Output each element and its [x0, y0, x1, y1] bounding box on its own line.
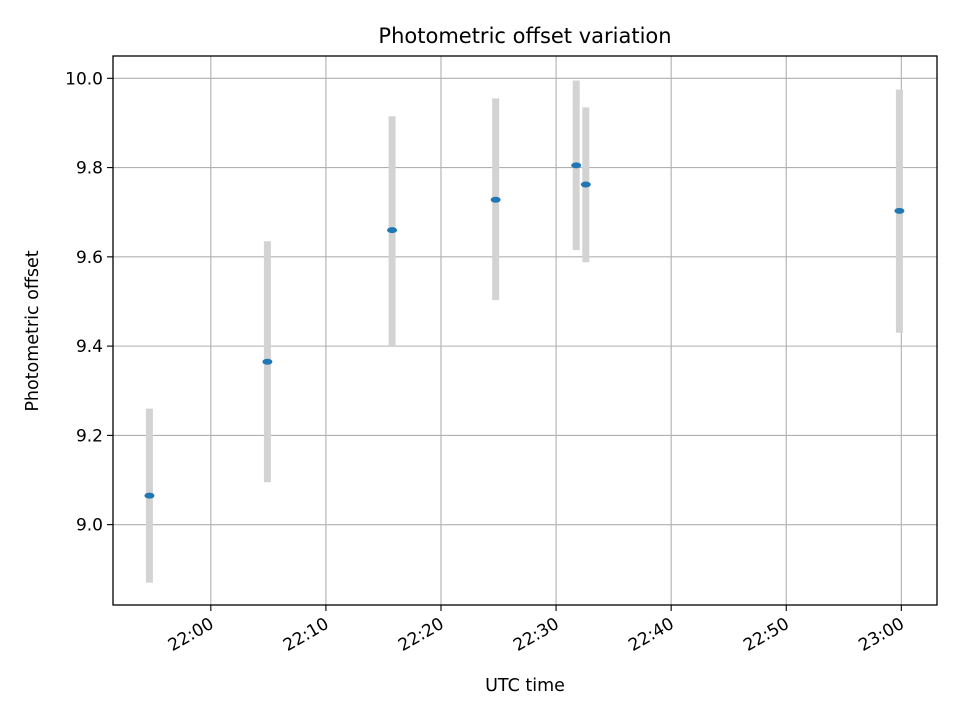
- chart-title: Photometric offset variation: [378, 24, 671, 48]
- grid: [113, 56, 937, 605]
- data-point: [387, 227, 398, 234]
- y-tick-label: 9.0: [76, 516, 103, 536]
- data-points: [144, 162, 905, 499]
- data-point: [262, 358, 273, 365]
- y-tick-label: 9.2: [76, 426, 103, 446]
- x-axis-label: UTC time: [485, 676, 565, 696]
- plot-frame: [112, 55, 938, 606]
- data-point: [571, 162, 582, 169]
- y-tick-label: 10.0: [65, 69, 103, 89]
- data-point: [490, 196, 501, 203]
- y-tick-label: 9.8: [76, 159, 103, 179]
- data-point: [894, 207, 905, 214]
- data-point: [144, 492, 155, 499]
- data-point: [580, 181, 591, 188]
- y-tick-label: 9.6: [76, 248, 103, 268]
- y-axis-ticks: 9.0 9.2 9.4 9.6 9.8 10.0: [65, 69, 113, 536]
- y-axis-label: Photometric offset: [23, 250, 43, 411]
- y-tick-label: 9.4: [76, 337, 103, 357]
